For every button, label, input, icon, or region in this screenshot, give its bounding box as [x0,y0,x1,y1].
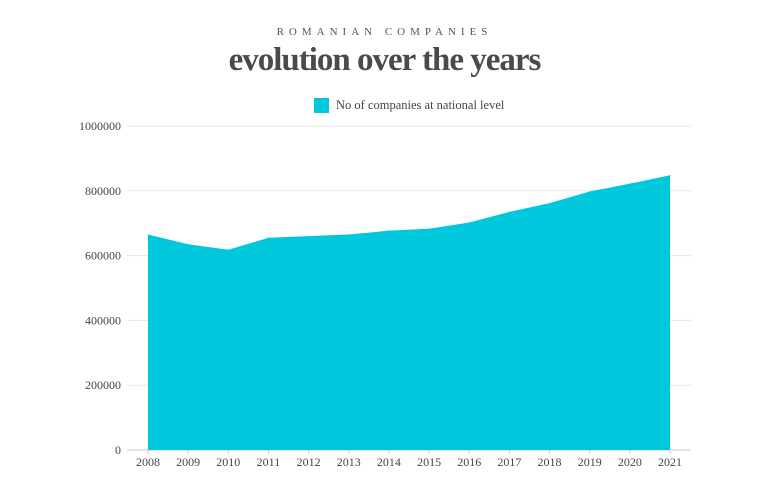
x-tick-label: 2018 [538,455,562,469]
chart-title: evolution over the years [228,42,542,78]
x-tick-label: 2009 [176,455,200,469]
series-area [148,175,670,451]
x-axis: 2008 2009 2010 2011 2012 2013 2014 2015 2016 2017… [136,450,682,469]
y-tick-label: 0 [115,443,121,457]
x-tick-label: 2017 [497,455,521,469]
data-point [267,237,269,239]
data-point [227,249,229,251]
y-axis: 0 200000 400000 600000 800000 1000000 [79,119,121,457]
data-point [388,230,390,232]
y-tick-label: 800000 [85,184,121,198]
y-tick-label: 400000 [85,313,121,327]
x-tick-label: 2014 [377,455,401,469]
chart-subtitle: ROMANIAN COMPANIES [276,26,493,38]
x-tick-label: 2021 [658,455,682,469]
x-tick-label: 2015 [417,455,441,469]
x-tick-label: 2016 [457,455,481,469]
legend-swatch [314,97,329,113]
data-point [589,190,591,192]
data-point [147,234,149,236]
data-point [348,234,350,236]
x-tick-label: 2010 [216,455,240,469]
y-tick-label: 200000 [85,378,121,392]
x-tick-label: 2013 [337,455,361,469]
y-tick-label: 1000000 [79,119,121,133]
data-point [508,211,510,213]
data-point [428,228,430,230]
y-tick-label: 600000 [85,249,121,263]
x-tick-label: 2012 [297,455,321,469]
x-tick-label: 2020 [618,455,642,469]
x-tick-label: 2008 [136,455,160,469]
data-point [468,222,470,224]
data-point [549,202,551,204]
x-tick-label: 2019 [578,455,602,469]
data-point [308,235,310,237]
legend: No of companies at national level [314,96,504,114]
data-point [629,183,631,185]
data-point [669,174,671,176]
x-tick-label: 2011 [257,455,281,469]
area-layer [147,174,671,451]
legend-label: No of companies at national level [336,97,505,112]
data-point [187,243,189,245]
